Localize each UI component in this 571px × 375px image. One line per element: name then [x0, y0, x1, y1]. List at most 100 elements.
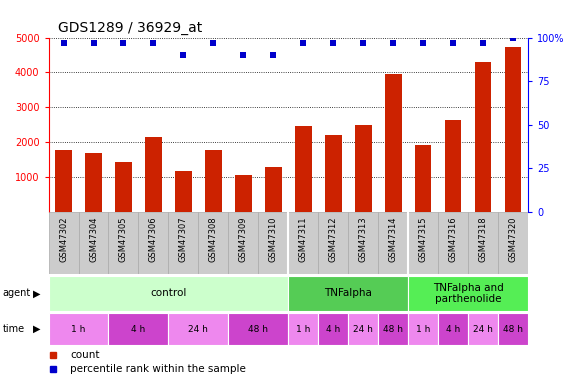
Text: GSM47310: GSM47310	[269, 217, 278, 262]
Bar	[355, 125, 372, 212]
Text: 4 h: 4 h	[131, 324, 146, 334]
Text: GSM47308: GSM47308	[209, 217, 218, 262]
Bar	[108, 313, 168, 345]
Bar	[385, 74, 401, 212]
Bar	[259, 212, 288, 274]
Text: GSM47302: GSM47302	[59, 217, 68, 262]
Point	[329, 40, 338, 46]
Point	[509, 34, 518, 40]
Point	[149, 40, 158, 46]
Point	[179, 52, 188, 58]
Text: 48 h: 48 h	[248, 324, 268, 334]
Bar	[49, 313, 108, 345]
Text: ▶: ▶	[33, 288, 40, 298]
Text: GSM47305: GSM47305	[119, 217, 128, 262]
Text: GSM47316: GSM47316	[449, 217, 458, 262]
Bar	[408, 212, 439, 274]
Bar	[348, 212, 379, 274]
Text: TNFalpha and
parthenolide: TNFalpha and parthenolide	[433, 283, 504, 304]
Text: percentile rank within the sample: percentile rank within the sample	[70, 364, 246, 374]
Text: GSM47318: GSM47318	[478, 217, 488, 262]
Bar	[265, 167, 282, 212]
Bar	[199, 212, 228, 274]
Bar	[49, 212, 79, 274]
Text: 1 h: 1 h	[296, 324, 311, 334]
Text: control: control	[150, 288, 187, 298]
Text: GSM47313: GSM47313	[359, 217, 368, 262]
Text: 4 h: 4 h	[446, 324, 460, 334]
Bar	[235, 175, 252, 212]
Text: agent: agent	[3, 288, 31, 298]
Point	[359, 40, 368, 46]
Text: count: count	[70, 350, 99, 360]
Bar	[415, 145, 432, 212]
Text: GSM47315: GSM47315	[419, 217, 428, 262]
Bar	[319, 212, 348, 274]
Text: ▶: ▶	[33, 324, 40, 334]
Bar	[205, 150, 222, 212]
Text: GSM47304: GSM47304	[89, 217, 98, 262]
Bar	[228, 313, 288, 345]
Point	[89, 40, 98, 46]
Bar	[468, 212, 498, 274]
Bar	[288, 276, 408, 311]
Text: TNFalpha: TNFalpha	[324, 288, 372, 298]
Bar	[468, 313, 498, 345]
Bar	[498, 313, 528, 345]
Text: 24 h: 24 h	[188, 324, 208, 334]
Bar	[408, 313, 439, 345]
Text: GSM47320: GSM47320	[509, 217, 518, 262]
Bar	[168, 212, 199, 274]
Bar	[498, 212, 528, 274]
Text: time: time	[3, 324, 25, 334]
Text: 48 h: 48 h	[383, 324, 403, 334]
Text: GSM47314: GSM47314	[389, 217, 398, 262]
Text: 24 h: 24 h	[353, 324, 373, 334]
Bar	[79, 212, 108, 274]
Point	[419, 40, 428, 46]
Bar	[85, 153, 102, 212]
Bar	[505, 47, 521, 212]
Text: 48 h: 48 h	[503, 324, 523, 334]
Point	[299, 40, 308, 46]
Text: GSM47312: GSM47312	[329, 217, 338, 262]
Bar	[439, 313, 468, 345]
Bar	[175, 171, 192, 212]
Bar	[408, 276, 528, 311]
Point	[269, 52, 278, 58]
Bar	[168, 313, 228, 345]
Bar	[348, 313, 379, 345]
Text: GSM47311: GSM47311	[299, 217, 308, 262]
Bar	[288, 313, 319, 345]
Bar	[139, 212, 168, 274]
Point	[59, 40, 68, 46]
Bar	[319, 313, 348, 345]
Text: GSM47309: GSM47309	[239, 217, 248, 262]
Bar	[379, 313, 408, 345]
Bar	[475, 62, 492, 212]
Text: 24 h: 24 h	[473, 324, 493, 334]
Text: 4 h: 4 h	[326, 324, 340, 334]
Text: GDS1289 / 36929_at: GDS1289 / 36929_at	[58, 21, 202, 35]
Text: GSM47306: GSM47306	[149, 217, 158, 262]
Text: GSM47307: GSM47307	[179, 217, 188, 262]
Bar	[379, 212, 408, 274]
Bar	[288, 212, 319, 274]
Point	[449, 40, 458, 46]
Bar	[145, 137, 162, 212]
Point	[389, 40, 398, 46]
Bar	[325, 135, 341, 212]
Bar	[295, 126, 312, 212]
Point	[239, 52, 248, 58]
Bar	[445, 120, 461, 212]
Point	[478, 40, 488, 46]
Point	[119, 40, 128, 46]
Bar	[228, 212, 259, 274]
Bar	[439, 212, 468, 274]
Bar	[108, 212, 138, 274]
Bar	[49, 276, 288, 311]
Text: 1 h: 1 h	[71, 324, 86, 334]
Bar	[115, 162, 132, 212]
Bar	[55, 150, 72, 212]
Text: 1 h: 1 h	[416, 324, 431, 334]
